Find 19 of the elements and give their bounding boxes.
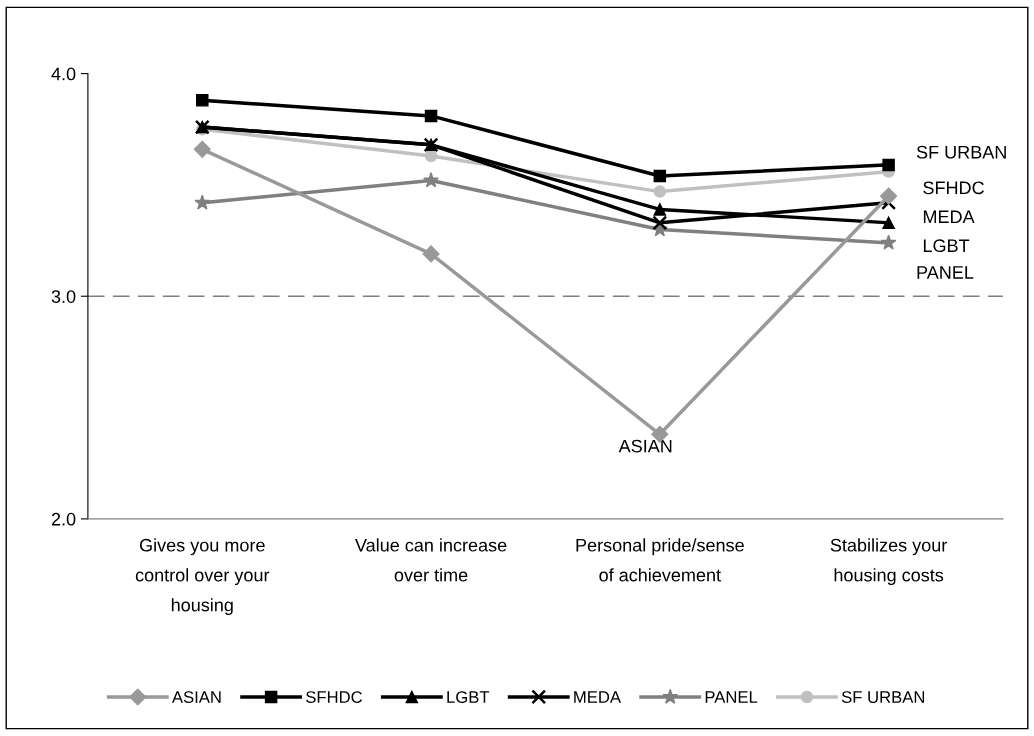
x-tick-label: Gives you more control over your housing: [135, 538, 270, 615]
x-tick-label: Stabilizes your housing costs: [830, 538, 947, 586]
annotation: PANEL: [917, 266, 974, 279]
legend-label: MEDA: [574, 691, 621, 703]
legend-label: ASIAN: [171, 691, 221, 703]
legend-label: SFHDC: [306, 691, 363, 703]
annotation: ASIAN: [618, 439, 672, 453]
y-tick-label: 4.0: [51, 67, 76, 81]
x-tick-label: Value can increase over time: [355, 538, 507, 582]
legend-label: LGBT: [447, 691, 490, 703]
annotation: SF URBAN: [916, 145, 1006, 159]
annotation: MEDA: [923, 210, 975, 223]
x-tick-label: Personal pride/sense of achievement: [576, 538, 744, 582]
y-tick-label: 2.0: [51, 512, 76, 526]
annotation: LGBT: [923, 239, 970, 253]
legend-label: SF URBAN: [841, 691, 925, 703]
legend-label: PANEL: [705, 691, 758, 703]
annotation: SFHDC: [923, 181, 984, 195]
y-tick-label: 3.0: [51, 290, 76, 303]
